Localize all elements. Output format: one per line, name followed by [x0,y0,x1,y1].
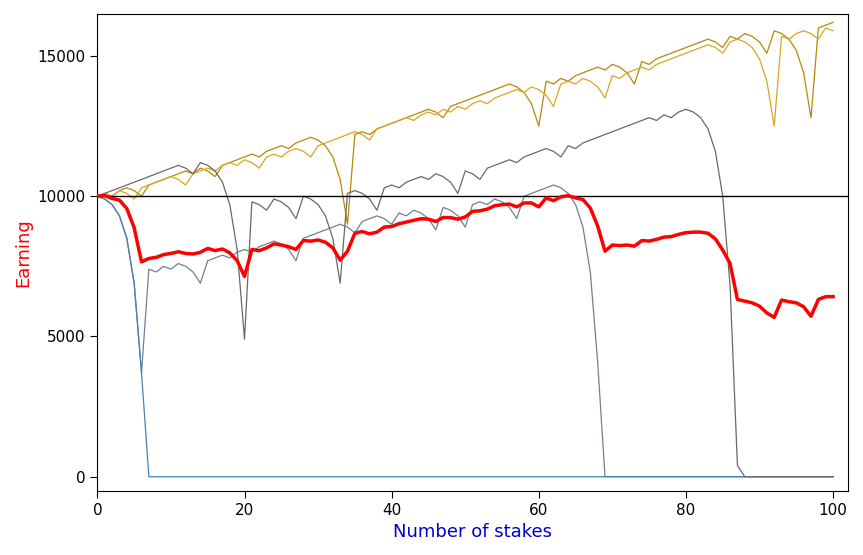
Y-axis label: Earning: Earning [14,218,32,287]
X-axis label: Number of stakes: Number of stakes [393,523,552,541]
